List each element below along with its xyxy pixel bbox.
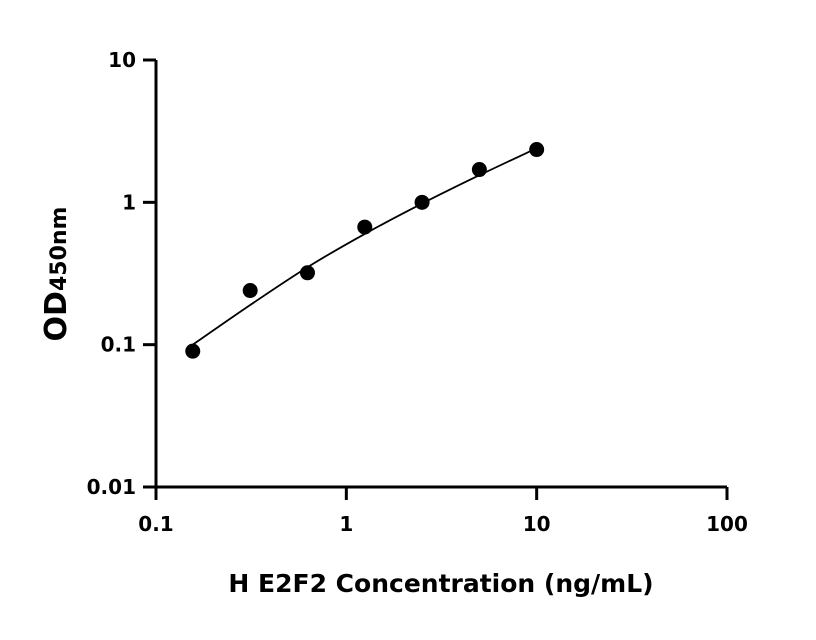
data-point bbox=[185, 343, 201, 359]
data-point bbox=[357, 219, 373, 235]
fit-curve bbox=[192, 147, 538, 346]
x-tick-label: 100 bbox=[706, 512, 748, 536]
y-tick-label: 0.01 bbox=[87, 475, 136, 499]
data-point bbox=[471, 162, 487, 178]
y-tick-label: 0.1 bbox=[101, 333, 136, 357]
y-tick-label: 1 bbox=[122, 190, 136, 214]
x-tick-label: 1 bbox=[339, 512, 353, 536]
x-tick-label: 0.1 bbox=[138, 512, 173, 536]
data-point bbox=[529, 142, 545, 158]
x-tick-label: 10 bbox=[523, 512, 551, 536]
y-tick-label: 10 bbox=[108, 48, 136, 72]
y-axis-label-main: OD bbox=[39, 291, 74, 341]
data-point bbox=[299, 265, 315, 281]
data-points bbox=[185, 142, 545, 359]
x-axis-label: H E2F2 Concentration (ng/mL) bbox=[228, 569, 653, 598]
y-axis-label-sub: 450nm bbox=[47, 207, 72, 292]
data-point bbox=[414, 194, 430, 210]
y-axis-label: OD450nm bbox=[39, 207, 74, 342]
data-point bbox=[242, 283, 258, 299]
